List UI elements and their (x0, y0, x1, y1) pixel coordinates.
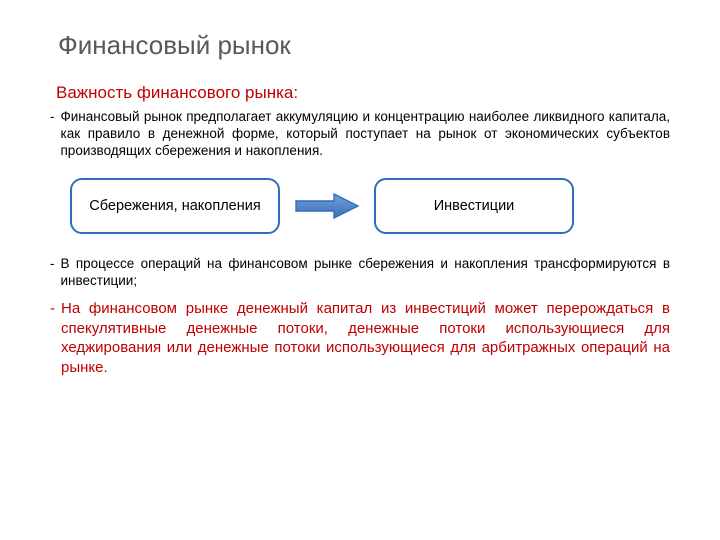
bullet-text: На финансовом рынке денежный капитал из … (61, 299, 670, 377)
node-invest: Инвестиции (374, 178, 574, 234)
bullet-2: - В процессе операций на финансовом рынк… (50, 256, 670, 290)
bullet-text: В процессе операций на финансовом рынке … (61, 256, 671, 290)
flow-diagram: Сбережения, накопления Инвестиции (70, 178, 670, 234)
bullet-1: - Финансовый рынок предполагает аккумуля… (50, 109, 670, 160)
bullet-dash: - (50, 256, 61, 290)
node-savings: Сбережения, накопления (70, 178, 280, 234)
arrow-icon (294, 192, 360, 220)
bullet-3: - На финансовом рынке денежный капитал и… (50, 299, 670, 377)
page-title: Финансовый рынок (58, 30, 670, 61)
arrow (292, 191, 362, 221)
bullet-dash: - (50, 109, 61, 160)
slide: Финансовый рынок Важность финансового ры… (0, 0, 720, 540)
bullet-text: Финансовый рынок предполагает аккумуляци… (61, 109, 671, 160)
subtitle: Важность финансового рынка: (56, 83, 670, 103)
bullet-dash: - (50, 299, 61, 377)
